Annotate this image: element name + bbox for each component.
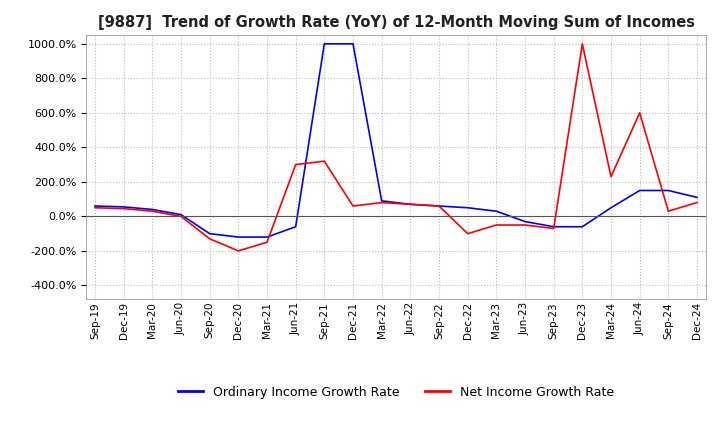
Net Income Growth Rate [348,203,357,209]
Ordinary Income Growth Rate [292,224,300,229]
Net Income Growth Rate [521,222,529,227]
Ordinary Income Growth Rate [148,207,157,212]
Ordinary Income Growth Rate [664,188,672,193]
Net Income Growth Rate [176,214,185,219]
Net Income Growth Rate [263,240,271,245]
Net Income Growth Rate [91,205,99,210]
Ordinary Income Growth Rate [406,202,415,207]
Net Income Growth Rate [406,202,415,207]
Ordinary Income Growth Rate [91,203,99,209]
Net Income Growth Rate [234,248,243,253]
Net Income Growth Rate [464,231,472,236]
Ordinary Income Growth Rate [435,203,444,209]
Net Income Growth Rate [635,110,644,115]
Ordinary Income Growth Rate [320,41,328,47]
Ordinary Income Growth Rate [693,195,701,200]
Net Income Growth Rate [292,162,300,167]
Net Income Growth Rate [693,200,701,205]
Net Income Growth Rate [377,200,386,205]
Line: Ordinary Income Growth Rate: Ordinary Income Growth Rate [95,44,697,237]
Ordinary Income Growth Rate [205,231,214,236]
Ordinary Income Growth Rate [263,235,271,240]
Net Income Growth Rate [435,203,444,209]
Ordinary Income Growth Rate [464,205,472,210]
Net Income Growth Rate [320,158,328,164]
Ordinary Income Growth Rate [635,188,644,193]
Ordinary Income Growth Rate [234,235,243,240]
Ordinary Income Growth Rate [578,224,587,229]
Ordinary Income Growth Rate [120,204,128,209]
Net Income Growth Rate [607,174,616,180]
Net Income Growth Rate [578,41,587,47]
Net Income Growth Rate [120,206,128,211]
Ordinary Income Growth Rate [492,209,500,214]
Ordinary Income Growth Rate [521,219,529,224]
Title: [9887]  Trend of Growth Rate (YoY) of 12-Month Moving Sum of Incomes: [9887] Trend of Growth Rate (YoY) of 12-… [97,15,695,30]
Ordinary Income Growth Rate [348,41,357,47]
Net Income Growth Rate [492,222,500,227]
Net Income Growth Rate [549,226,558,231]
Ordinary Income Growth Rate [377,198,386,203]
Net Income Growth Rate [148,209,157,214]
Net Income Growth Rate [664,209,672,214]
Legend: Ordinary Income Growth Rate, Net Income Growth Rate: Ordinary Income Growth Rate, Net Income … [174,381,618,404]
Ordinary Income Growth Rate [607,205,616,210]
Ordinary Income Growth Rate [176,212,185,217]
Net Income Growth Rate [205,236,214,242]
Line: Net Income Growth Rate: Net Income Growth Rate [95,44,697,251]
Ordinary Income Growth Rate [549,224,558,229]
